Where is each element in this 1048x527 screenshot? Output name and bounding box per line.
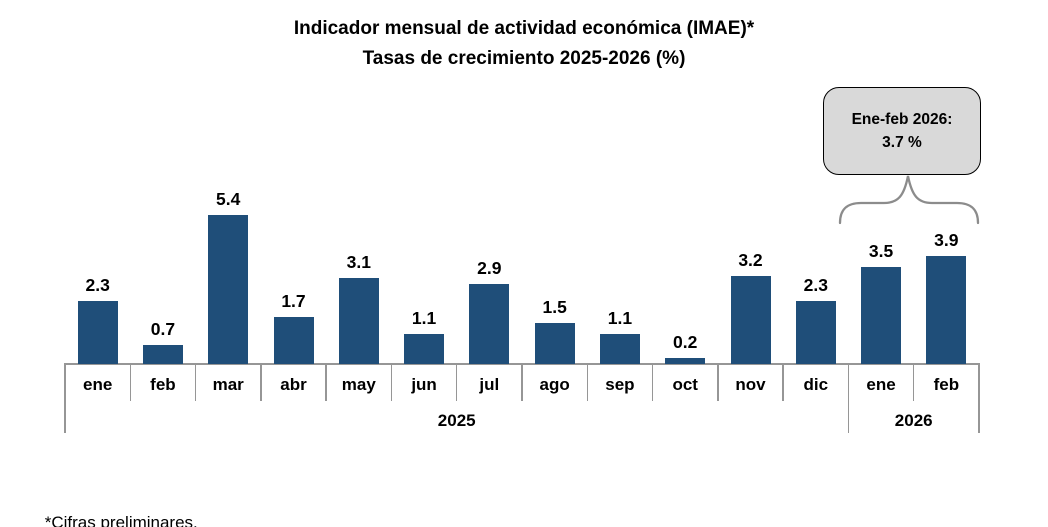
axis-tick-major <box>978 364 980 433</box>
axis-tick-minor <box>455 364 458 401</box>
axis-tick-minor <box>912 364 915 401</box>
annotation-line2: 3.7 % <box>882 134 922 151</box>
bar <box>795 300 836 364</box>
bar <box>469 283 510 364</box>
chart-title: Indicador mensual de actividad económica… <box>0 14 1048 74</box>
bar-value-label: 0.7 <box>150 318 176 339</box>
year-label: 2026 <box>894 411 933 430</box>
bar <box>926 256 967 364</box>
month-label: dic <box>803 375 829 394</box>
bar <box>404 333 445 364</box>
bar <box>730 275 771 364</box>
axis-tick-minor <box>325 364 327 401</box>
month-label: feb <box>933 375 960 394</box>
month-label: ago <box>539 375 570 394</box>
axis-tick-major <box>64 364 66 433</box>
axis-tick-minor <box>390 364 393 401</box>
bar-value-label: 1.7 <box>281 291 306 312</box>
bar <box>338 278 379 364</box>
month-label: nov <box>735 375 766 394</box>
curly-brace-icon <box>838 175 980 225</box>
bar-value-label: 1.1 <box>607 307 633 328</box>
bar <box>273 317 314 364</box>
bar <box>599 333 640 364</box>
chart-title-line2: Tasas de crecimiento 2025-2026 (%) <box>362 48 686 69</box>
bar-value-label: 3.9 <box>934 230 959 251</box>
bar-value-label: 5.4 <box>216 188 241 209</box>
axis-tick-major <box>847 364 850 433</box>
bar-value-label: 1.1 <box>411 307 437 328</box>
month-label: ene <box>866 375 896 394</box>
bar <box>77 300 118 364</box>
axis-tick-minor <box>586 364 589 401</box>
bar <box>665 358 706 364</box>
month-label: jun <box>411 375 437 394</box>
month-label: feb <box>150 375 176 394</box>
bar-value-label: 0.2 <box>673 332 698 353</box>
annotation-callout: Ene-feb 2026: 3.7 % <box>823 87 981 175</box>
footnote-preliminary: *Cifras preliminares. <box>40 513 198 527</box>
axis-tick-minor <box>782 364 784 401</box>
curly-brace-path <box>838 175 980 225</box>
bar-value-label: 2.9 <box>477 257 502 278</box>
bar <box>534 322 575 364</box>
year-label: 2025 <box>437 411 476 430</box>
annotation-line1: Ene-feb 2026: <box>851 111 953 128</box>
axis-tick-minor <box>194 364 197 401</box>
axis-tick-minor <box>717 364 719 401</box>
month-label: abr <box>280 375 307 394</box>
bar-value-label: 2.3 <box>85 274 110 295</box>
bar-value-label: 3.1 <box>346 252 371 273</box>
month-label: sep <box>605 375 635 394</box>
chart-title-line1: Indicador mensual de actividad económica… <box>293 18 755 39</box>
footnotes: *Cifras preliminares. Fuente: Banco Cent… <box>40 458 210 527</box>
bar <box>142 344 183 364</box>
bar-value-label: 3.5 <box>868 241 894 262</box>
bar <box>861 267 902 364</box>
bar-value-label: 3.2 <box>738 249 763 270</box>
month-label: may <box>341 375 376 394</box>
axis-tick-minor <box>260 364 262 401</box>
month-label: oct <box>672 375 698 394</box>
axis-tick-minor <box>651 364 654 401</box>
month-label: mar <box>212 375 244 394</box>
bar-value-label: 1.5 <box>542 296 567 317</box>
month-label: jul <box>479 375 500 394</box>
bar <box>208 214 249 364</box>
bar-value-label: 2.3 <box>803 274 828 295</box>
axis-tick-minor <box>521 364 523 401</box>
axis-tick-minor <box>129 364 132 401</box>
month-label: ene <box>82 375 113 394</box>
